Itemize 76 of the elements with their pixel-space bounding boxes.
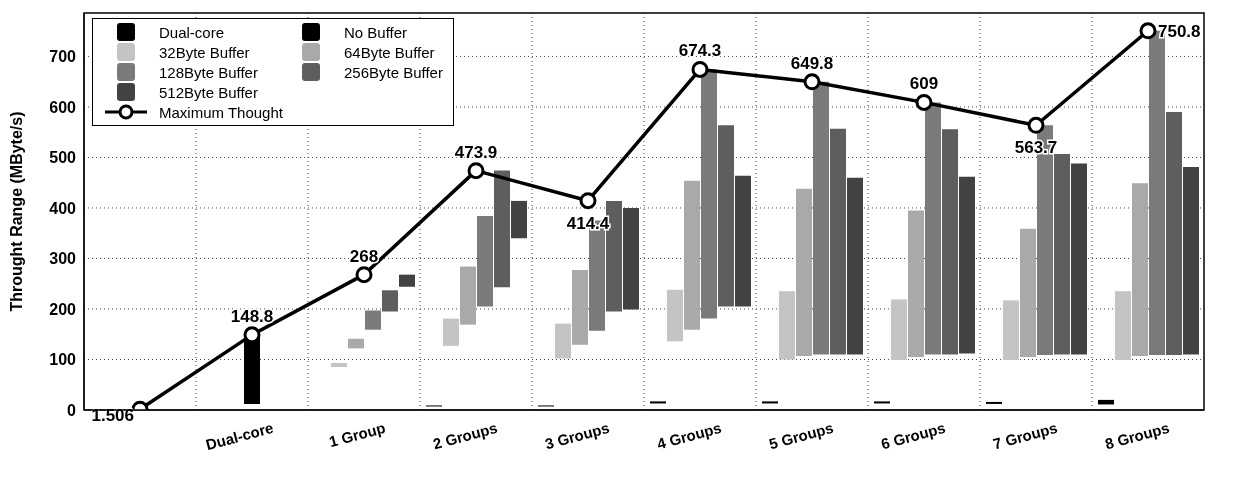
point	[915, 93, 933, 111]
bar	[494, 170, 510, 288]
legend-label: 64Byte Buffer	[343, 43, 435, 61]
bar	[1003, 300, 1019, 360]
bar	[942, 129, 958, 355]
point	[355, 266, 373, 284]
bar	[908, 210, 924, 357]
point	[803, 73, 821, 91]
point	[1139, 22, 1157, 40]
bar	[830, 128, 846, 355]
bar	[650, 401, 666, 404]
y-tick-label: 500	[49, 149, 77, 167]
data-label: 649.8	[790, 53, 834, 73]
y-tick-label: 100	[49, 351, 77, 369]
bar	[443, 318, 459, 346]
bar	[365, 310, 381, 330]
x-tick-label: 3 Groups	[543, 418, 612, 453]
bar	[1115, 291, 1131, 360]
bar	[399, 274, 415, 287]
x-tick-label: 2 Groups	[431, 418, 500, 453]
legend-label: 256Byte Buffer	[343, 63, 443, 81]
point	[467, 162, 485, 180]
x-tick-label: 1 Group	[327, 418, 388, 451]
x-tick-label: 5 Groups	[767, 418, 836, 453]
bar	[701, 69, 717, 319]
bar	[891, 299, 907, 360]
bar	[925, 102, 941, 355]
bar	[555, 323, 571, 359]
bar	[684, 180, 700, 330]
data-label: 1.506	[91, 406, 134, 426]
legend-label: 32Byte Buffer	[159, 43, 250, 61]
data-label: 563.7	[1014, 138, 1058, 158]
bar	[813, 81, 829, 355]
y-tick-label: 200	[49, 300, 77, 318]
data-label: 674.3	[678, 41, 722, 61]
x-tick-label: 4 Groups	[655, 418, 724, 453]
bar	[460, 266, 476, 325]
bar	[477, 216, 493, 307]
y-tick-label: 300	[49, 250, 77, 268]
legend-label: 128Byte Buffer	[159, 63, 258, 81]
legend-label: No Buffer	[343, 23, 408, 41]
bar	[762, 401, 778, 404]
x-tick-label: 8 Groups	[1103, 418, 1172, 453]
data-label: 268	[349, 246, 379, 266]
data-label: 609	[909, 74, 939, 94]
point	[579, 192, 597, 210]
bar	[667, 289, 683, 342]
bar	[796, 188, 812, 356]
point	[691, 60, 709, 78]
bar	[874, 401, 890, 404]
bar	[331, 363, 347, 368]
y-tick-label: 0	[67, 401, 77, 419]
x-tick-label: 6 Groups	[879, 418, 948, 453]
y-tick-label: 400	[49, 199, 77, 217]
bar	[348, 338, 364, 349]
bar	[1166, 112, 1182, 355]
data-label: 750.8	[1158, 21, 1201, 41]
data-label: 148.8	[230, 306, 274, 326]
bar	[382, 290, 398, 312]
bar	[718, 125, 734, 307]
y-axis-title: Throught Range (MByte/s)	[7, 111, 25, 312]
y-tick-label: 700	[49, 48, 77, 66]
bar	[572, 270, 588, 345]
y-tick-label: 600	[49, 98, 77, 116]
bar	[986, 401, 1002, 404]
point	[1027, 116, 1045, 134]
x-tick-label: 7 Groups	[991, 418, 1060, 453]
data-label: 473.9	[454, 142, 498, 162]
bar	[1132, 183, 1148, 356]
legend-label: Maximum Thought	[159, 103, 283, 121]
bar	[779, 291, 795, 360]
bar	[1020, 228, 1036, 357]
legend-label: Dual-core	[159, 23, 225, 41]
legend-label: 512Byte Buffer	[159, 83, 258, 101]
x-tick-label: Dual-core	[203, 418, 276, 454]
bar	[1054, 153, 1070, 355]
